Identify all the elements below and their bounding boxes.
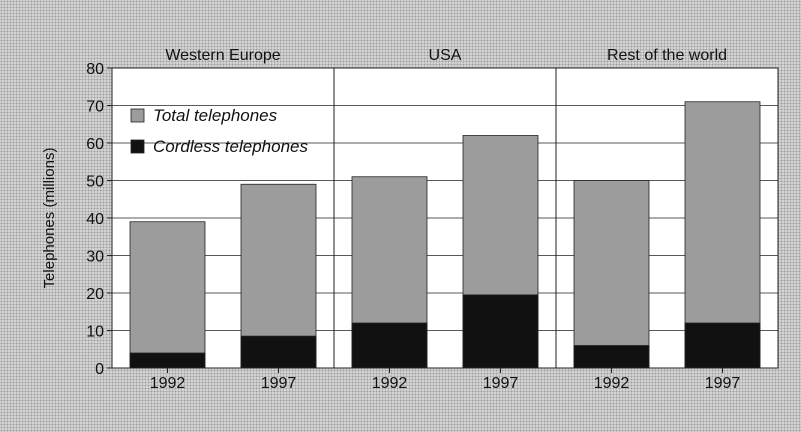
group-label: Western Europe — [165, 47, 280, 64]
x-tick-label: 1992 — [594, 375, 630, 392]
x-tick-label: 1997 — [261, 375, 297, 392]
cordless-bar — [240, 335, 317, 369]
y-axis-label: Telephones (millions) — [41, 148, 58, 289]
total-bar — [129, 221, 206, 369]
y-tick-label: 60 — [86, 136, 104, 153]
y-tick-label: 0 — [95, 361, 104, 378]
y-tick-label: 70 — [86, 99, 104, 116]
y-tick-label: 30 — [86, 249, 104, 266]
legend-label: Total telephones — [153, 106, 278, 125]
y-tick-label: 10 — [86, 324, 104, 341]
cordless-bar — [684, 322, 761, 369]
legend-swatch — [130, 108, 145, 123]
bars — [129, 101, 761, 369]
cordless-bar — [462, 294, 539, 369]
y-axis: 0 10 20 30 40 50 60 70 80 — [86, 61, 112, 378]
legend: Total telephones Cordless telephones — [130, 106, 308, 156]
group-label: Rest of the world — [607, 47, 727, 64]
total-bar — [573, 180, 650, 369]
cordless-bar — [129, 352, 206, 369]
x-tick-label: 1992 — [150, 375, 186, 392]
y-tick-label: 50 — [86, 174, 104, 191]
y-tick-label: 40 — [86, 211, 104, 228]
y-tick-label: 20 — [86, 286, 104, 303]
grid-lines — [112, 105, 778, 331]
cordless-bar — [351, 322, 428, 369]
y-tick-label: 80 — [86, 61, 104, 78]
cordless-bar — [573, 345, 650, 369]
group-labels: Western Europe USA Rest of the world — [165, 47, 727, 64]
x-tick-label: 1992 — [372, 375, 408, 392]
legend-swatch — [130, 139, 145, 154]
x-axis: 1992 1997 1992 1997 1992 1997 — [150, 368, 741, 392]
x-tick-label: 1997 — [483, 375, 519, 392]
group-label: USA — [429, 47, 462, 64]
group-dividers — [333, 68, 557, 368]
x-tick-label: 1997 — [705, 375, 741, 392]
legend-label: Cordless telephones — [153, 137, 308, 156]
